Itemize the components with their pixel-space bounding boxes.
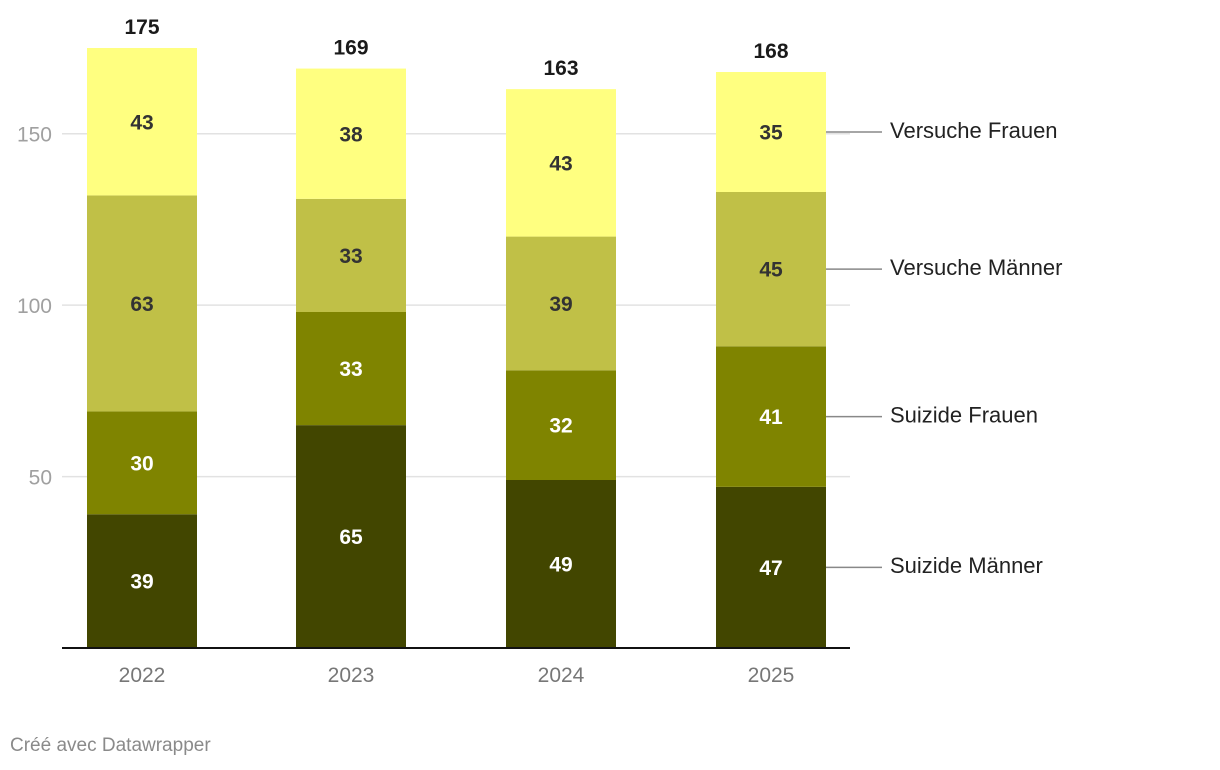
bar-2023-series-2 <box>296 198 406 312</box>
bar-2024-series-3 <box>506 89 616 237</box>
bar-value-label: 39 <box>549 293 572 316</box>
total-label-2023: 169 <box>333 37 368 60</box>
bar-2022-series-1 <box>87 411 197 515</box>
bar-value-label: 63 <box>130 293 153 316</box>
x-tick-label-2024: 2024 <box>538 664 585 687</box>
bar-value-label: 33 <box>339 245 362 268</box>
bar-value-label: 49 <box>549 554 572 577</box>
legend-label-series-0: Suizide Männer <box>890 553 1043 578</box>
bar-value-label: 47 <box>759 557 782 580</box>
total-label-2024: 163 <box>543 57 578 80</box>
bar-value-label: 41 <box>759 406 783 429</box>
bar-value-label: 32 <box>549 415 572 438</box>
x-tick-label-2022: 2022 <box>119 664 166 687</box>
bar-value-label: 39 <box>130 571 153 594</box>
bar-2023-series-0 <box>296 425 406 648</box>
bar-value-label: 43 <box>130 111 153 134</box>
total-label-2025: 168 <box>753 40 788 63</box>
y-tick-label-100: 100 <box>17 295 52 318</box>
legend-label-series-2: Versuche Männer <box>890 255 1062 280</box>
bar-2025-series-0 <box>716 486 826 648</box>
bar-2024-series-0 <box>506 480 616 648</box>
bar-value-label: 45 <box>759 259 783 282</box>
bar-value-label: 43 <box>549 152 572 175</box>
y-tick-label-150: 150 <box>17 124 52 147</box>
legend-label-series-1: Suizide Frauen <box>890 402 1038 427</box>
bar-value-label: 30 <box>130 452 153 475</box>
bar-value-label: 35 <box>759 122 783 145</box>
bar-2024-series-1 <box>506 370 616 480</box>
bar-2023-series-1 <box>296 312 406 426</box>
x-tick-label-2025: 2025 <box>748 664 795 687</box>
bar-2022-series-3 <box>87 48 197 196</box>
bar-2022-series-0 <box>87 514 197 648</box>
bar-value-label: 38 <box>339 123 363 146</box>
bar-2023-series-3 <box>296 68 406 199</box>
credit-text: Créé avec Datawrapper <box>10 735 211 756</box>
bar-2024-series-2 <box>506 236 616 371</box>
bar-value-label: 65 <box>339 526 363 549</box>
x-tick-label-2023: 2023 <box>328 664 375 687</box>
y-tick-label-50: 50 <box>29 467 52 490</box>
bar-2022-series-2 <box>87 195 197 412</box>
bar-2025-series-3 <box>716 72 826 192</box>
legend-label-series-3: Versuche Frauen <box>890 118 1058 143</box>
bar-2025-series-2 <box>716 192 826 347</box>
bar-2025-series-1 <box>716 346 826 487</box>
bar-value-label: 33 <box>339 358 362 381</box>
total-label-2022: 175 <box>124 16 159 39</box>
